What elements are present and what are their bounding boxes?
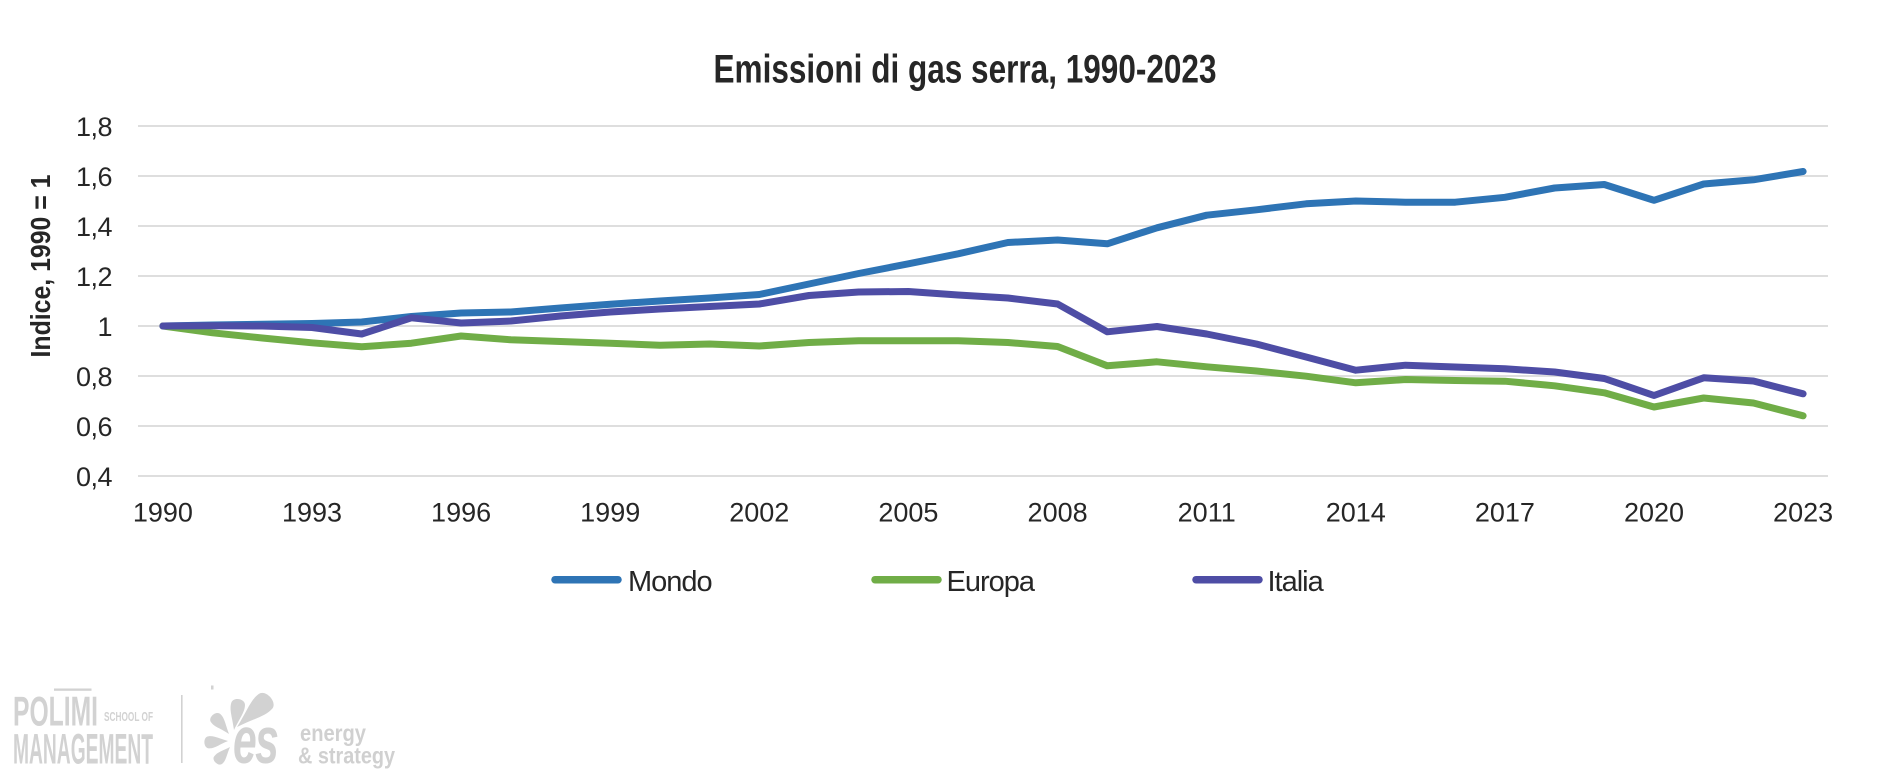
svg-text:1990: 1990 bbox=[133, 498, 193, 528]
svg-text:1,8: 1,8 bbox=[76, 112, 112, 142]
svg-text:Emissioni di gas serra, 1990-2: Emissioni di gas serra, 1990-2023 bbox=[714, 48, 1217, 92]
svg-text:2023: 2023 bbox=[1773, 498, 1833, 528]
svg-text:1999: 1999 bbox=[580, 498, 640, 528]
svg-text:0,8: 0,8 bbox=[76, 362, 112, 392]
svg-text:Indice, 1990 = 1: Indice, 1990 = 1 bbox=[25, 175, 56, 358]
svg-text:1: 1 bbox=[97, 312, 112, 342]
svg-text:2008: 2008 bbox=[1028, 498, 1088, 528]
svg-text:2005: 2005 bbox=[878, 498, 938, 528]
svg-text:0,4: 0,4 bbox=[76, 462, 113, 492]
svg-text:SCHOOL OF: SCHOOL OF bbox=[104, 709, 153, 724]
svg-text:1,6: 1,6 bbox=[76, 162, 112, 192]
svg-text:POLIMI: POLIMI bbox=[13, 688, 98, 735]
svg-text:& strategy: & strategy bbox=[298, 743, 395, 769]
svg-text:1996: 1996 bbox=[431, 498, 491, 528]
svg-text:MANAGEMENT: MANAGEMENT bbox=[13, 726, 153, 774]
svg-text:2020: 2020 bbox=[1624, 498, 1684, 528]
svg-text:1,4: 1,4 bbox=[76, 212, 113, 242]
svg-text:Mondo: Mondo bbox=[628, 566, 712, 598]
svg-text:1993: 1993 bbox=[282, 498, 342, 528]
svg-text:2011: 2011 bbox=[1178, 498, 1236, 528]
svg-text:0,6: 0,6 bbox=[76, 412, 112, 442]
svg-text:2017: 2017 bbox=[1475, 498, 1535, 528]
svg-text:energy: energy bbox=[300, 720, 366, 746]
svg-text:1,2: 1,2 bbox=[76, 262, 112, 292]
svg-text:es: es bbox=[233, 704, 277, 774]
svg-text:Italia: Italia bbox=[1268, 566, 1325, 598]
svg-text:Europa: Europa bbox=[947, 566, 1036, 598]
svg-text:2014: 2014 bbox=[1326, 498, 1386, 528]
svg-text:2002: 2002 bbox=[729, 498, 789, 528]
